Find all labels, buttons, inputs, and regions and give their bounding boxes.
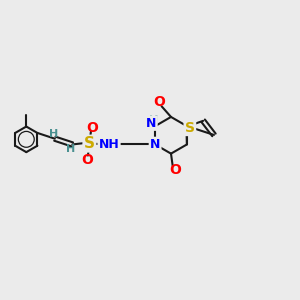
Text: N: N (146, 117, 157, 130)
Text: H: H (49, 129, 58, 139)
Text: N: N (150, 138, 160, 151)
Text: S: S (84, 136, 95, 151)
Text: H: H (149, 115, 159, 125)
Text: H: H (66, 144, 76, 154)
Text: O: O (81, 153, 93, 166)
Text: O: O (86, 121, 98, 135)
Text: NH: NH (99, 138, 119, 151)
Text: O: O (169, 163, 181, 177)
Text: O: O (153, 95, 165, 109)
Text: S: S (185, 121, 195, 135)
